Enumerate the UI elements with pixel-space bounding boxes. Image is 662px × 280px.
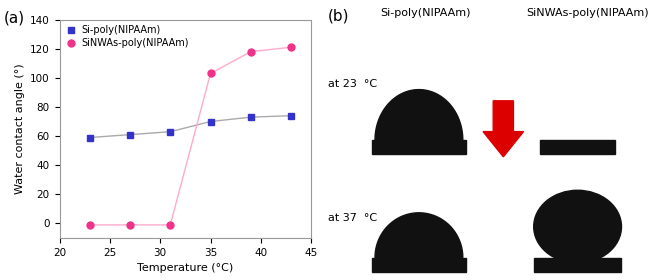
- X-axis label: Temperature (°C): Temperature (°C): [137, 263, 234, 273]
- Line: SiNWAs-poly(NIPAAm): SiNWAs-poly(NIPAAm): [86, 44, 295, 228]
- Text: at 23  °C: at 23 °C: [328, 79, 377, 89]
- FancyArrow shape: [483, 101, 524, 157]
- SiNWAs-poly(NIPAAm): [207, 72, 214, 75]
- Si-poly(NIPAAm): [287, 114, 295, 117]
- SiNWAs-poly(NIPAAm): [247, 50, 255, 53]
- Bar: [371, 258, 466, 272]
- Bar: [534, 258, 622, 272]
- Si-poly(NIPAAm): [207, 120, 214, 123]
- Polygon shape: [375, 90, 463, 140]
- SiNWAs-poly(NIPAAm): [126, 223, 134, 227]
- Text: SiNWAs-poly(NIPAAm): SiNWAs-poly(NIPAAm): [526, 8, 649, 18]
- Circle shape: [534, 190, 622, 263]
- Bar: [540, 140, 615, 154]
- Text: (b): (b): [328, 8, 350, 24]
- Si-poly(NIPAAm): [247, 115, 255, 119]
- SiNWAs-poly(NIPAAm): [287, 46, 295, 49]
- Legend: Si-poly(NIPAAm), SiNWAs-poly(NIPAAm): Si-poly(NIPAAm), SiNWAs-poly(NIPAAm): [64, 24, 189, 49]
- Si-poly(NIPAAm): [166, 130, 174, 133]
- Text: (a): (a): [4, 11, 25, 26]
- Si-poly(NIPAAm): [86, 136, 94, 139]
- Polygon shape: [375, 213, 463, 258]
- SiNWAs-poly(NIPAAm): [166, 223, 174, 227]
- Text: at 37  °C: at 37 °C: [328, 213, 377, 223]
- Line: Si-poly(NIPAAm): Si-poly(NIPAAm): [86, 112, 295, 141]
- Bar: [371, 140, 466, 154]
- Si-poly(NIPAAm): [126, 133, 134, 136]
- Text: Si-poly(NIPAAm): Si-poly(NIPAAm): [381, 8, 471, 18]
- Y-axis label: Water contact angle (°): Water contact angle (°): [15, 64, 24, 194]
- SiNWAs-poly(NIPAAm): [86, 223, 94, 227]
